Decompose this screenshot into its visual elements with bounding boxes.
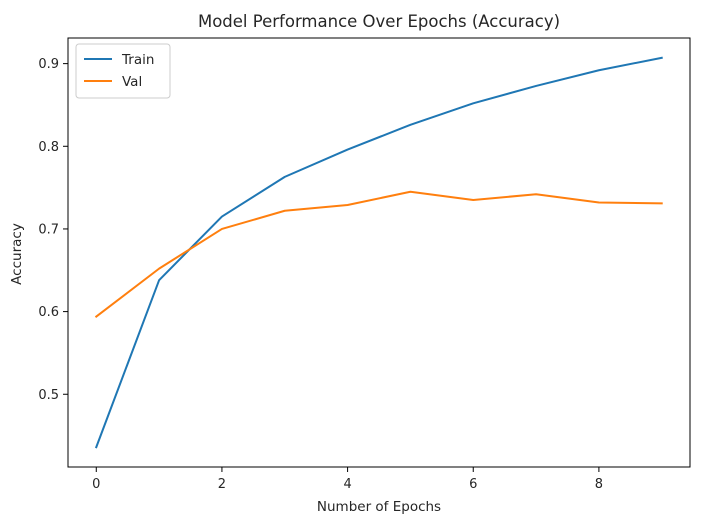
x-tick-label: 8: [595, 477, 603, 492]
legend-box: [75, 43, 171, 99]
series-line-val: [94, 190, 663, 318]
x-tick-label: 0: [92, 477, 100, 492]
y-tick-label: 0.5: [38, 388, 59, 403]
y-axis-label: Accuracy: [9, 223, 25, 285]
x-axis-label: Number of Epochs: [317, 499, 441, 515]
plot-frame: [67, 37, 691, 468]
plot-area: 0 2 4 6 8 0.5 0.6 0.7 0.8 0.9: [38, 37, 691, 492]
y-tick-label: 0.8: [38, 140, 59, 155]
y-tick-label: 0.9: [38, 57, 59, 72]
x-tick-label: 4: [343, 477, 351, 492]
chart-title: Model Performance Over Epochs (Accuracy): [198, 12, 560, 31]
legend: Train Val: [75, 43, 171, 99]
y-tick-label: 0.6: [38, 305, 59, 320]
y-tick-label: 0.7: [38, 222, 59, 237]
legend-label-train: Train: [121, 52, 154, 68]
legend-label-val: Val: [122, 74, 142, 90]
x-tick-label: 6: [469, 477, 477, 492]
series-line-train: [94, 56, 663, 449]
x-tick-label: 2: [218, 477, 226, 492]
